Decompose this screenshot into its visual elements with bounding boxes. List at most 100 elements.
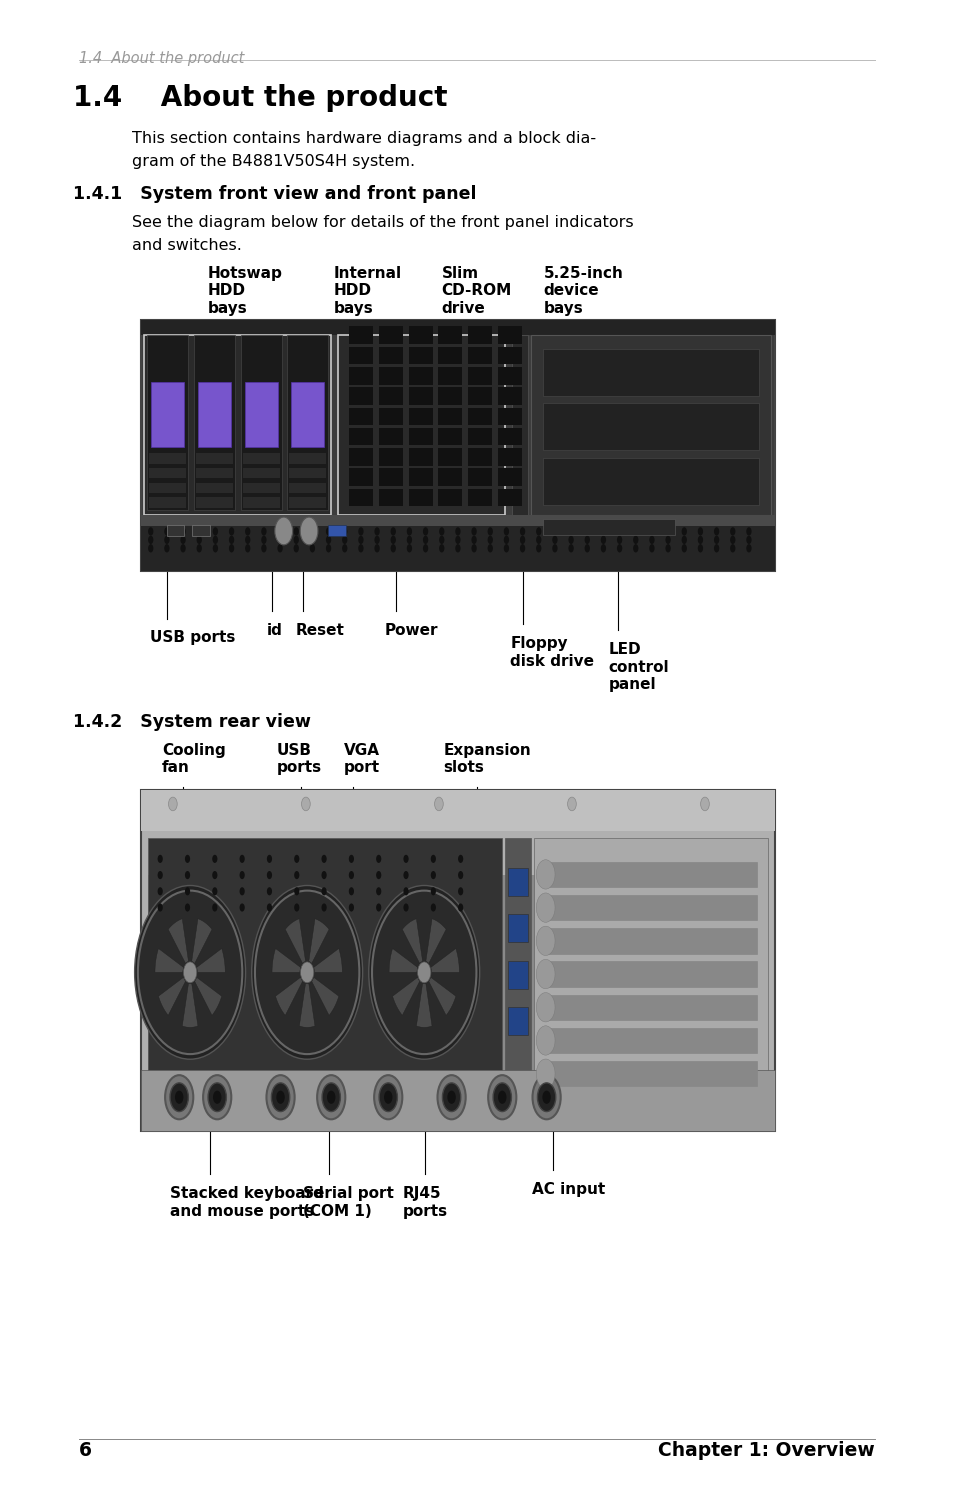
Circle shape bbox=[239, 887, 245, 895]
Circle shape bbox=[277, 527, 282, 535]
Bar bbox=[507, 1007, 528, 1035]
Circle shape bbox=[322, 1083, 340, 1112]
Circle shape bbox=[212, 904, 217, 911]
Circle shape bbox=[310, 544, 314, 553]
Circle shape bbox=[536, 992, 555, 1022]
Polygon shape bbox=[182, 983, 197, 1028]
Text: USB ports: USB ports bbox=[150, 630, 234, 645]
Circle shape bbox=[261, 527, 266, 535]
Circle shape bbox=[374, 544, 379, 553]
Bar bbox=[507, 914, 528, 943]
Circle shape bbox=[327, 1091, 335, 1104]
Circle shape bbox=[600, 544, 605, 553]
Bar bbox=[497, 387, 521, 405]
Bar bbox=[141, 1070, 774, 1131]
Circle shape bbox=[536, 926, 555, 956]
Text: AC input: AC input bbox=[532, 1182, 605, 1197]
Bar bbox=[408, 448, 432, 466]
Circle shape bbox=[266, 1076, 294, 1119]
Bar bbox=[289, 453, 326, 463]
Circle shape bbox=[649, 527, 654, 535]
Text: Hotswap
HDD
bays: Hotswap HDD bays bbox=[208, 266, 282, 315]
Circle shape bbox=[372, 890, 476, 1055]
Bar bbox=[378, 368, 402, 384]
Circle shape bbox=[294, 855, 299, 864]
Circle shape bbox=[700, 798, 709, 811]
Circle shape bbox=[358, 536, 363, 544]
Bar bbox=[438, 427, 462, 445]
Circle shape bbox=[471, 536, 476, 544]
Bar bbox=[545, 1061, 756, 1086]
Bar bbox=[545, 895, 756, 920]
Bar bbox=[408, 368, 432, 384]
Circle shape bbox=[358, 544, 363, 553]
Circle shape bbox=[487, 527, 493, 535]
Bar bbox=[149, 498, 186, 508]
Circle shape bbox=[321, 871, 326, 878]
Bar bbox=[349, 469, 373, 486]
Bar bbox=[545, 995, 756, 1020]
Circle shape bbox=[680, 536, 686, 544]
Bar bbox=[195, 453, 233, 463]
Bar bbox=[349, 326, 373, 344]
Text: Floppy
disk drive: Floppy disk drive bbox=[510, 636, 594, 669]
Circle shape bbox=[584, 527, 589, 535]
Circle shape bbox=[422, 536, 428, 544]
Bar bbox=[242, 483, 279, 493]
Bar bbox=[408, 347, 432, 365]
Bar bbox=[497, 427, 521, 445]
Bar bbox=[542, 350, 759, 396]
Circle shape bbox=[649, 536, 654, 544]
Circle shape bbox=[245, 536, 250, 544]
Circle shape bbox=[208, 1083, 226, 1112]
Circle shape bbox=[633, 536, 638, 544]
Bar bbox=[289, 468, 326, 478]
Circle shape bbox=[455, 527, 460, 535]
Circle shape bbox=[536, 859, 555, 889]
Circle shape bbox=[442, 1083, 460, 1112]
Circle shape bbox=[310, 536, 314, 544]
Circle shape bbox=[213, 1091, 221, 1104]
Circle shape bbox=[697, 544, 702, 553]
Text: and switches.: and switches. bbox=[132, 238, 241, 252]
Circle shape bbox=[403, 904, 408, 911]
Bar bbox=[198, 382, 231, 447]
Circle shape bbox=[267, 887, 272, 895]
Bar bbox=[468, 408, 492, 426]
Circle shape bbox=[422, 544, 428, 553]
Polygon shape bbox=[154, 949, 183, 973]
Bar bbox=[542, 403, 759, 450]
Circle shape bbox=[196, 536, 202, 544]
Circle shape bbox=[164, 536, 170, 544]
Circle shape bbox=[633, 544, 638, 553]
Circle shape bbox=[431, 871, 436, 878]
Bar bbox=[167, 526, 184, 536]
Circle shape bbox=[542, 1091, 550, 1104]
Circle shape bbox=[497, 1091, 506, 1104]
Bar bbox=[195, 483, 233, 493]
Circle shape bbox=[447, 1091, 456, 1104]
Bar bbox=[468, 347, 492, 365]
Circle shape bbox=[378, 1083, 397, 1112]
Circle shape bbox=[503, 544, 509, 553]
Circle shape bbox=[713, 527, 719, 535]
Bar bbox=[141, 515, 774, 526]
Circle shape bbox=[617, 544, 621, 553]
Circle shape bbox=[294, 527, 298, 535]
Circle shape bbox=[403, 871, 408, 878]
Circle shape bbox=[274, 517, 293, 545]
Bar bbox=[438, 326, 462, 344]
Polygon shape bbox=[168, 919, 189, 964]
Circle shape bbox=[617, 527, 621, 535]
Circle shape bbox=[536, 536, 541, 544]
Polygon shape bbox=[196, 949, 225, 973]
Bar bbox=[468, 469, 492, 486]
Bar bbox=[337, 335, 505, 515]
Circle shape bbox=[487, 544, 493, 553]
Circle shape bbox=[196, 527, 202, 535]
Bar bbox=[468, 326, 492, 344]
Bar bbox=[505, 838, 530, 1070]
Text: 1.4.1   System front view and front panel: 1.4.1 System front view and front panel bbox=[73, 185, 476, 203]
Circle shape bbox=[649, 544, 654, 553]
Circle shape bbox=[552, 536, 557, 544]
